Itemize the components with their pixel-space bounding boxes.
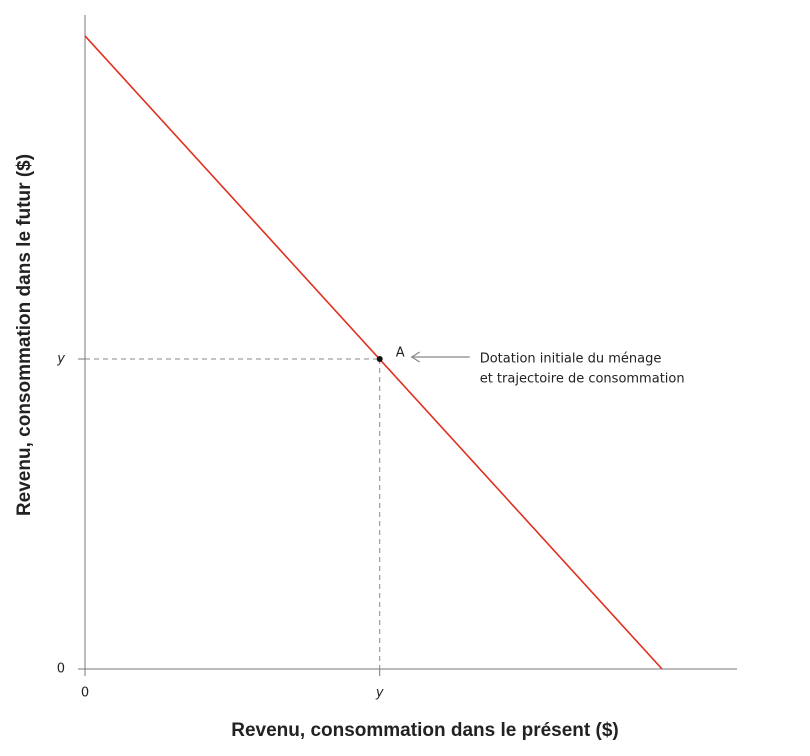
y-tick-label: y: [56, 352, 65, 367]
line: [84, 35, 663, 670]
y-tick-label: 0: [57, 662, 65, 677]
y-axis-title: Revenu, consommation dans le futur ($): [14, 154, 35, 516]
x-tick-label: y: [375, 686, 384, 701]
point-label: A: [396, 346, 405, 361]
annotation-text: Dotation initiale du ménage: [480, 352, 662, 367]
annotation-text: et trajectoire de consommation: [480, 372, 685, 387]
arrow-head: [410, 351, 421, 363]
point: [376, 356, 383, 363]
x-tick-label: 0: [81, 686, 89, 701]
x-axis-title: Revenu, consommation dans le présent ($): [231, 720, 618, 741]
